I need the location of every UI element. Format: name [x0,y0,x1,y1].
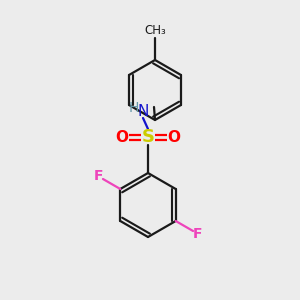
Text: H: H [129,101,139,115]
Text: CH₃: CH₃ [144,24,166,37]
Text: F: F [94,169,104,184]
Text: F: F [193,226,202,241]
Text: O: O [167,130,181,145]
Text: N: N [137,103,149,118]
Text: O: O [116,130,128,145]
Text: S: S [142,128,154,146]
